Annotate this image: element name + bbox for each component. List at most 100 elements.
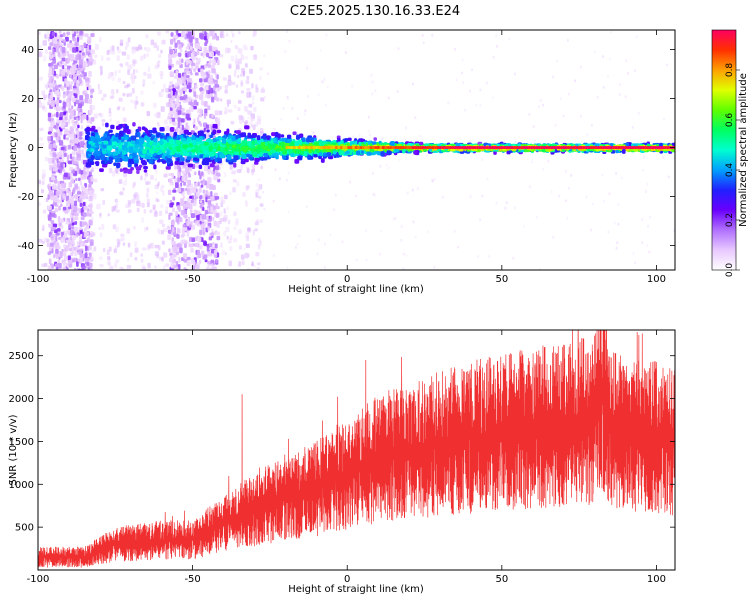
spectrogram-cell xyxy=(316,252,319,256)
spectrogram-cell xyxy=(165,132,170,137)
spectrogram-cell xyxy=(132,183,135,189)
spectrogram-cell xyxy=(204,165,208,172)
spectrogram-cell xyxy=(169,118,172,124)
spectrogram-cell xyxy=(199,244,203,250)
spectrogram-cell xyxy=(69,236,73,241)
spectrogram-cell xyxy=(82,153,87,158)
spectrogram-cell xyxy=(76,261,79,267)
spectrogram-cell xyxy=(161,223,166,228)
spectrogram-cell xyxy=(601,173,604,177)
spectrogram-cell xyxy=(71,226,75,230)
spectrogram-cell xyxy=(141,202,145,208)
spectrogram-cell xyxy=(178,217,183,223)
spectrogram-cell xyxy=(174,75,178,79)
spectrogram-cell xyxy=(306,66,309,70)
spectrogram-cell xyxy=(566,216,569,220)
spectrogram-cell xyxy=(89,242,94,246)
spectrogram-cell xyxy=(182,90,186,95)
spectrogram-cell xyxy=(47,265,52,270)
spectrogram-cell xyxy=(169,81,173,85)
spectrogram-cell xyxy=(188,173,192,178)
spectrogram-cell xyxy=(69,229,74,236)
spectrogram-cell xyxy=(72,37,77,42)
spectrogram-cell xyxy=(246,87,251,92)
spectrogram-cell xyxy=(109,95,114,99)
spectrogram-cell xyxy=(78,249,82,255)
spectrogram-cell xyxy=(200,91,204,96)
spectrogram-cell xyxy=(562,114,565,118)
spectrogram-cell xyxy=(199,204,203,209)
spectrogram-cell xyxy=(79,235,82,240)
spectrogram-cell xyxy=(132,60,136,67)
spectrogram-cell xyxy=(94,54,98,58)
spectrogram-cell xyxy=(243,247,246,251)
spectrogram-cell xyxy=(87,61,93,66)
spectrogram-cell xyxy=(61,70,66,75)
spectrogram-cell xyxy=(81,45,84,52)
spectrogram-cell xyxy=(101,97,105,101)
spectrogram-cell xyxy=(491,96,494,100)
spectrogram-cell xyxy=(76,30,79,34)
spectrogram-cell xyxy=(65,220,69,225)
spectrogram-cell xyxy=(405,253,408,257)
spectrogram-cell xyxy=(635,35,638,39)
spectrogram-cell xyxy=(167,225,170,230)
spectrogram-cell xyxy=(550,190,553,194)
spectrogram-cell xyxy=(186,179,191,184)
spectrogram-cell xyxy=(114,70,117,77)
spectrogram-cell xyxy=(79,67,84,72)
spectrogram-cell xyxy=(141,217,144,223)
spectrogram-cell xyxy=(47,116,51,122)
spectrogram-cell xyxy=(80,140,85,147)
spectrogram-cell xyxy=(368,133,371,137)
spectrogram-cell xyxy=(79,180,83,186)
spectrogram-cell xyxy=(585,195,588,199)
spectrogram-cell xyxy=(259,75,262,80)
spectrogram-cell xyxy=(187,70,191,75)
spectrogram-cell xyxy=(286,134,292,139)
spectrogram-cell xyxy=(183,73,188,80)
spectrogram-cell xyxy=(205,196,208,203)
spectrogram-cell xyxy=(173,112,177,116)
spectrogram-cell xyxy=(68,130,73,135)
spectrogram-cell xyxy=(182,253,188,259)
spectrogram-cell xyxy=(230,55,235,62)
spectrogram-cell xyxy=(195,43,200,50)
spectrogram-cell xyxy=(192,259,196,266)
spectrogram-cell xyxy=(161,39,166,45)
spectrogram-cell xyxy=(214,195,220,200)
spectrogram-cell xyxy=(78,136,83,140)
spectrogram-cell xyxy=(374,89,377,93)
spectrogram-cell xyxy=(187,33,191,39)
spectrogram-cell xyxy=(69,167,74,171)
spectrogram-cell xyxy=(351,84,354,88)
spectrogram-cell xyxy=(199,78,203,83)
spectrogram-cell xyxy=(570,173,573,177)
spectrogram-cell xyxy=(394,216,397,220)
spectrogram-cell xyxy=(200,184,204,188)
spectrogram-cell xyxy=(564,169,567,173)
spectrogram-cell xyxy=(41,180,45,185)
spectrogram-cell xyxy=(75,89,80,95)
spectrogram-cell xyxy=(88,195,93,202)
spectrogram-cell xyxy=(42,40,47,46)
spectrogram-cell xyxy=(72,122,77,129)
spectrogram-cell xyxy=(188,224,192,228)
spectrogram-cell xyxy=(215,35,220,41)
spectrogram-cell xyxy=(130,73,135,80)
spectrogram-cell xyxy=(228,64,232,69)
spectrogram-cell xyxy=(114,262,117,268)
spectrogram-cell xyxy=(256,267,260,270)
spectrogram-cell xyxy=(464,108,467,112)
spectrogram-cell xyxy=(52,48,55,55)
spectrogram-cell xyxy=(204,31,207,36)
spectrogram-cell xyxy=(179,167,182,172)
spectrogram-cell xyxy=(159,71,164,76)
spectrogram-cell xyxy=(211,96,215,103)
spectrogram-cell xyxy=(201,75,206,79)
spectrogram-cell xyxy=(205,189,208,195)
spectrogram-cell xyxy=(189,60,192,64)
spectrogram-cell xyxy=(240,90,245,94)
spectrogram-cell xyxy=(469,195,472,199)
spectrogram-cell xyxy=(38,76,43,81)
